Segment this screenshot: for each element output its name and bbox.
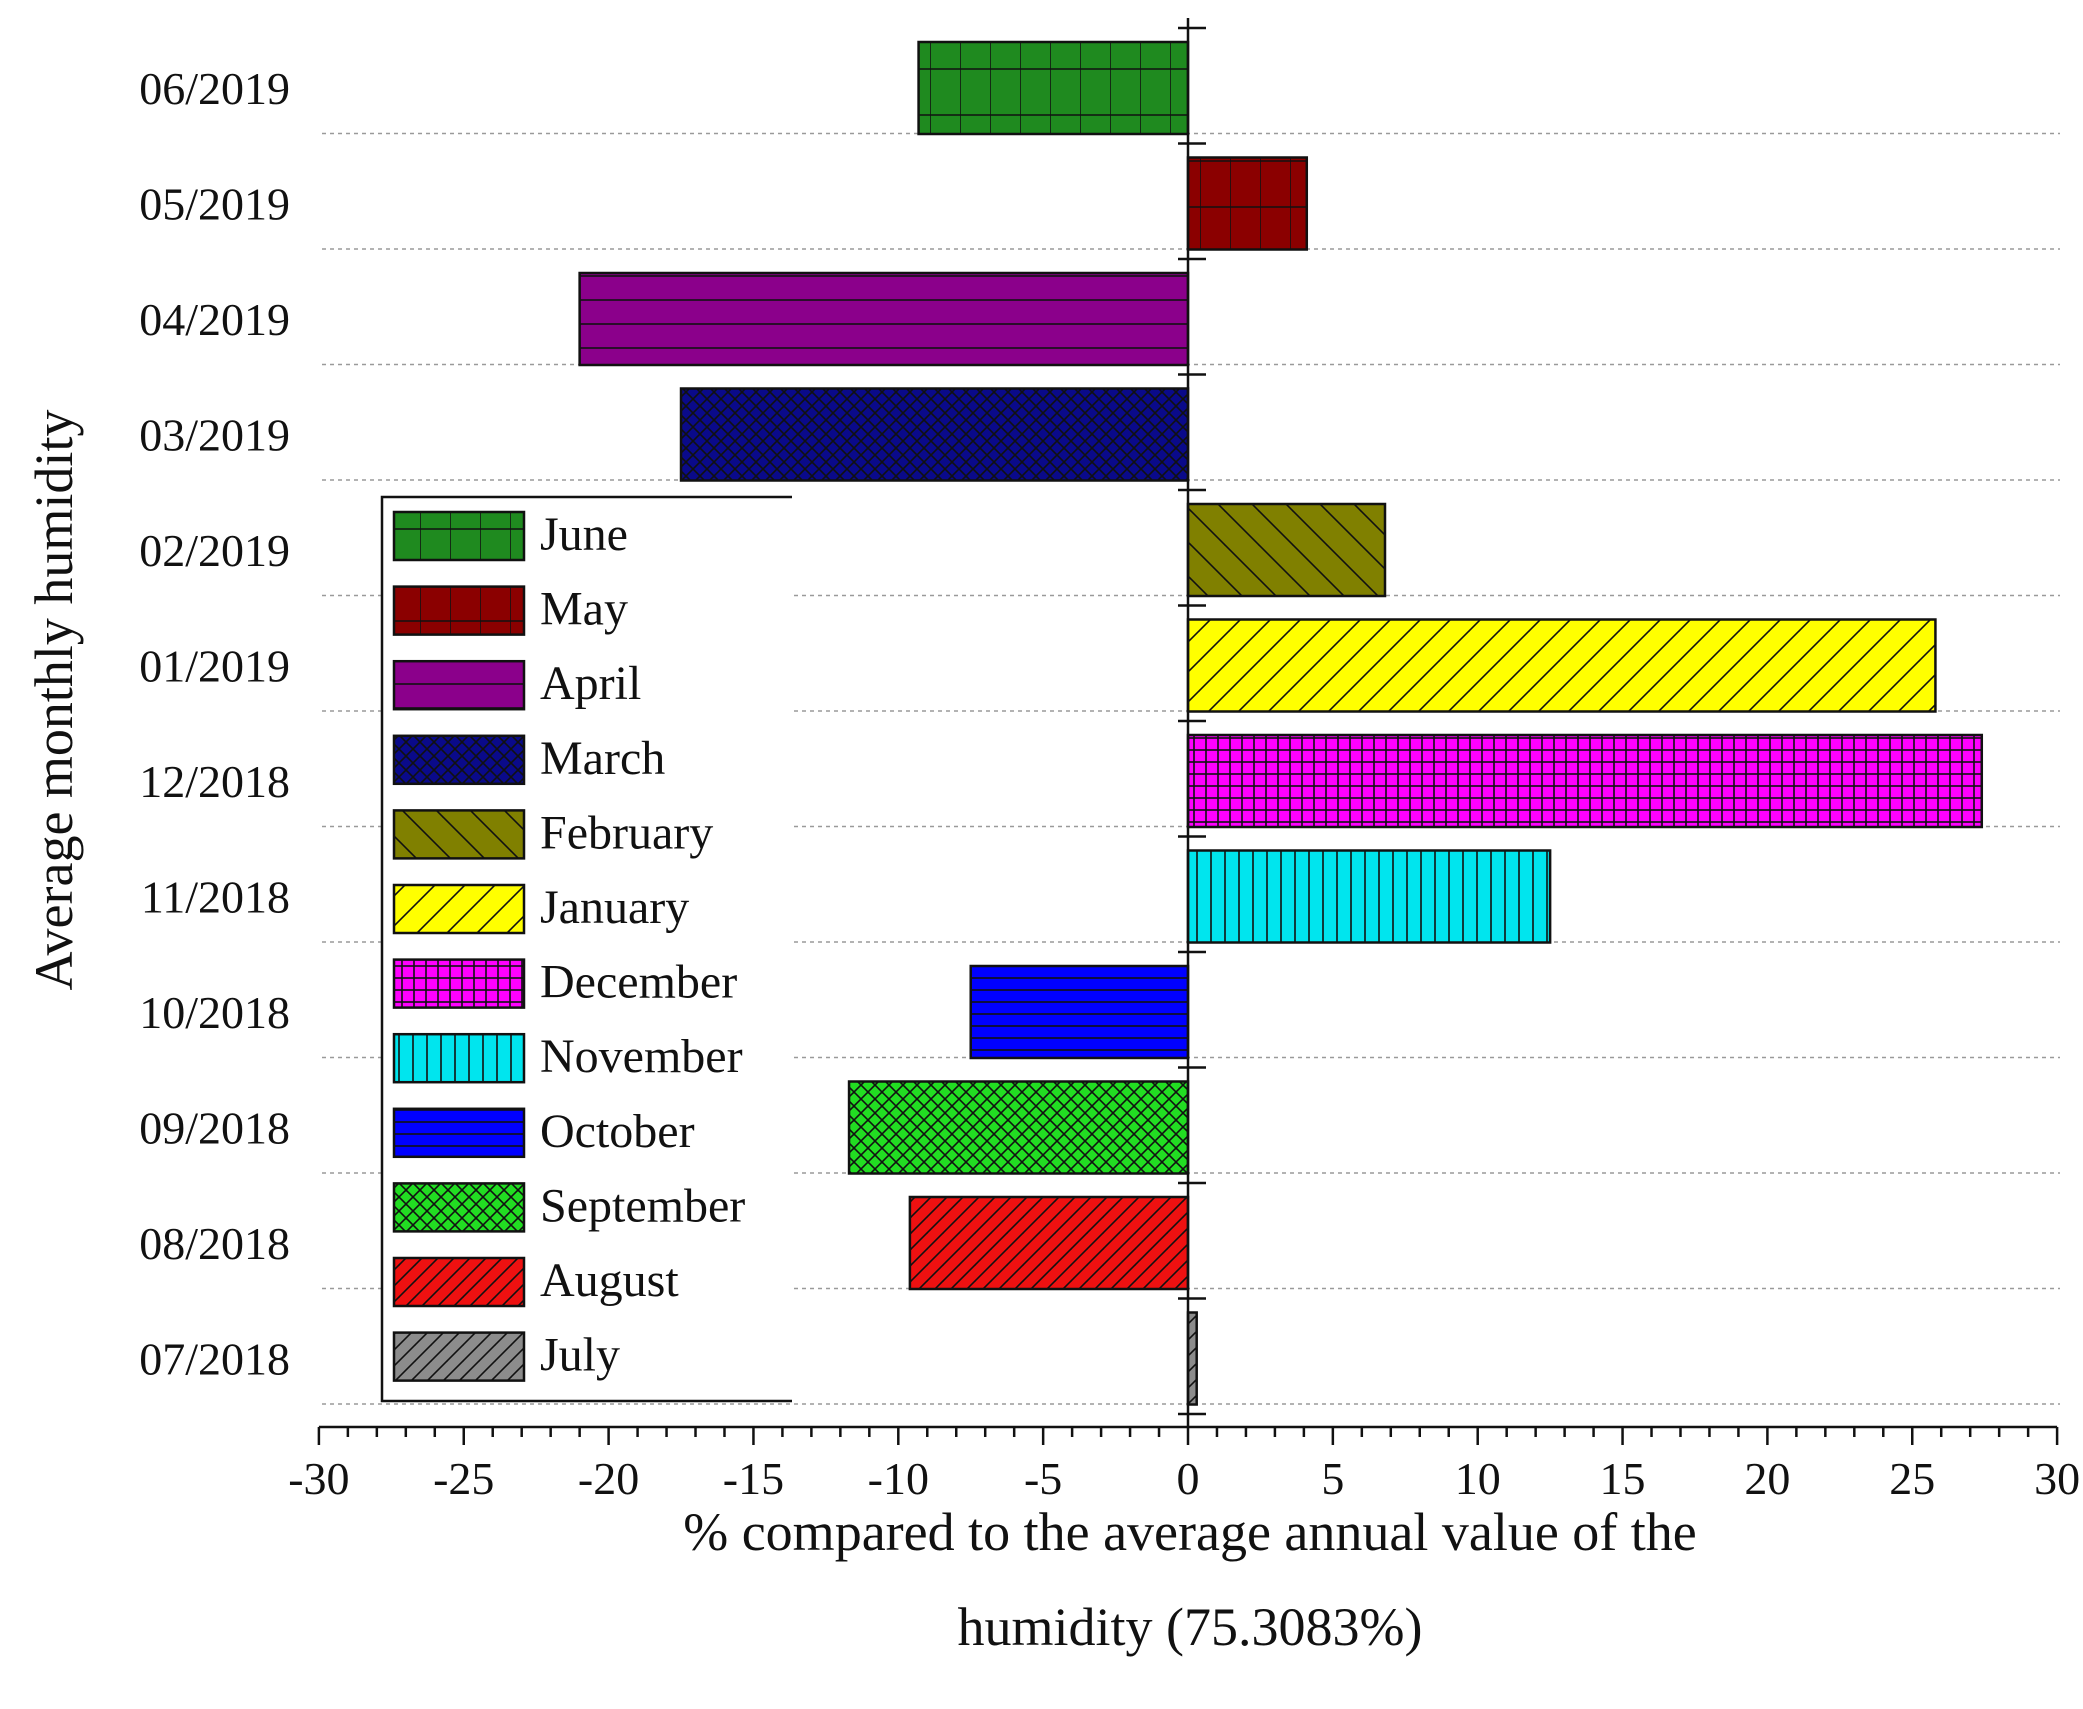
bar-08-2018 (908, 1195, 1190, 1291)
legend-swatch (392, 1331, 526, 1382)
bar-07-2018 (1186, 1311, 1198, 1406)
bar-11-2018 (1186, 849, 1552, 944)
legend-item: August (392, 1254, 679, 1308)
y-tick-label: 05/2019 (139, 179, 290, 230)
legend-item: January (392, 881, 689, 935)
y-tick-label: 08/2018 (139, 1218, 290, 1269)
x-tick-label: -25 (433, 1453, 494, 1504)
legend-swatch (392, 1182, 526, 1233)
bar-01-2019 (1186, 618, 1937, 713)
y-axis-label: Average monthly humidity (24, 410, 84, 991)
x-tick-label: 15 (1600, 1453, 1646, 1504)
legend-label: August (540, 1254, 679, 1307)
x-tick-label: -5 (1024, 1453, 1062, 1504)
axes: 06/2019 05/2019 04/2019 03/2019 02/2019 01/20… (139, 18, 2080, 1504)
y-tick-label: 01/2019 (139, 641, 290, 692)
legend-swatch (392, 1256, 526, 1308)
legend-label: May (540, 583, 628, 636)
legend-item: October (392, 1105, 695, 1159)
legend-item: November (392, 1030, 743, 1084)
legend-item: July (392, 1329, 620, 1382)
legend-item: March (392, 732, 665, 786)
y-tick-label: 06/2019 (139, 63, 290, 114)
legend-label: July (540, 1329, 620, 1382)
legend-background (382, 497, 792, 1401)
x-tick-label: 5 (1321, 1453, 1344, 1504)
x-tick-label: 30 (2034, 1453, 2080, 1504)
y-tick-label: 12/2018 (139, 756, 290, 807)
legend-label: December (540, 956, 737, 1009)
y-tick-label: 10/2018 (139, 987, 290, 1038)
x-tick-label: -30 (288, 1453, 349, 1504)
legend-swatch (392, 510, 526, 562)
legend-label: November (540, 1030, 743, 1083)
y-tick-label: 11/2018 (141, 872, 290, 923)
legend-swatch (392, 659, 526, 711)
legend-swatch (392, 1032, 526, 1084)
legend-swatch (392, 734, 526, 786)
legend-label: October (540, 1105, 695, 1158)
x-tick-label: 20 (1744, 1453, 1790, 1504)
x-tick-label: 25 (1889, 1453, 1935, 1504)
x-tick-label: -10 (868, 1453, 929, 1504)
y-tick-label: 04/2019 (139, 294, 290, 345)
bar-03-2019 (679, 387, 1190, 482)
legend-item: May (392, 583, 628, 636)
legend-label: April (540, 657, 641, 710)
y-tick-label: 07/2018 (139, 1334, 290, 1385)
legend-item: April (392, 657, 641, 711)
legend: June May April March February January December… (380, 495, 792, 1403)
legend-item: February (392, 806, 713, 860)
bar-05-2019 (1186, 156, 1309, 251)
legend-item: June (392, 508, 628, 562)
bar-06-2019 (917, 40, 1190, 136)
y-tick-label: 09/2018 (139, 1103, 290, 1154)
legend-label: September (540, 1179, 745, 1232)
bar-04-2019 (578, 271, 1190, 367)
x-tick-label: 0 (1177, 1453, 1200, 1504)
legend-swatch (392, 585, 526, 636)
legend-swatch (392, 958, 526, 1009)
x-axis-label-line1: % compared to the average annual value o… (683, 1502, 1697, 1562)
legend-swatch (392, 1107, 526, 1159)
x-axis-label-line2: humidity (75.3083%) (958, 1597, 1423, 1657)
legend-border (380, 495, 792, 1403)
bar-02-2019 (1186, 502, 1387, 598)
legend-swatch (392, 809, 526, 860)
y-tick-label: 02/2019 (139, 525, 290, 576)
legend-label: January (540, 881, 689, 934)
legend-swatch (392, 883, 526, 935)
legend-label: March (540, 732, 665, 785)
legend-label: February (540, 806, 713, 859)
bar-09-2018 (847, 1080, 1190, 1175)
bar-10-2018 (969, 964, 1190, 1060)
x-tick-label: 10 (1455, 1453, 1501, 1504)
bars (578, 40, 1984, 1406)
legend-label: June (540, 508, 628, 561)
bar-12-2018 (1186, 733, 1984, 829)
x-tick-label: -20 (578, 1453, 639, 1504)
legend-item: September (392, 1179, 745, 1233)
y-tick-label: 03/2019 (139, 410, 290, 461)
x-tick-label: -15 (723, 1453, 784, 1504)
legend-item: December (392, 956, 737, 1009)
